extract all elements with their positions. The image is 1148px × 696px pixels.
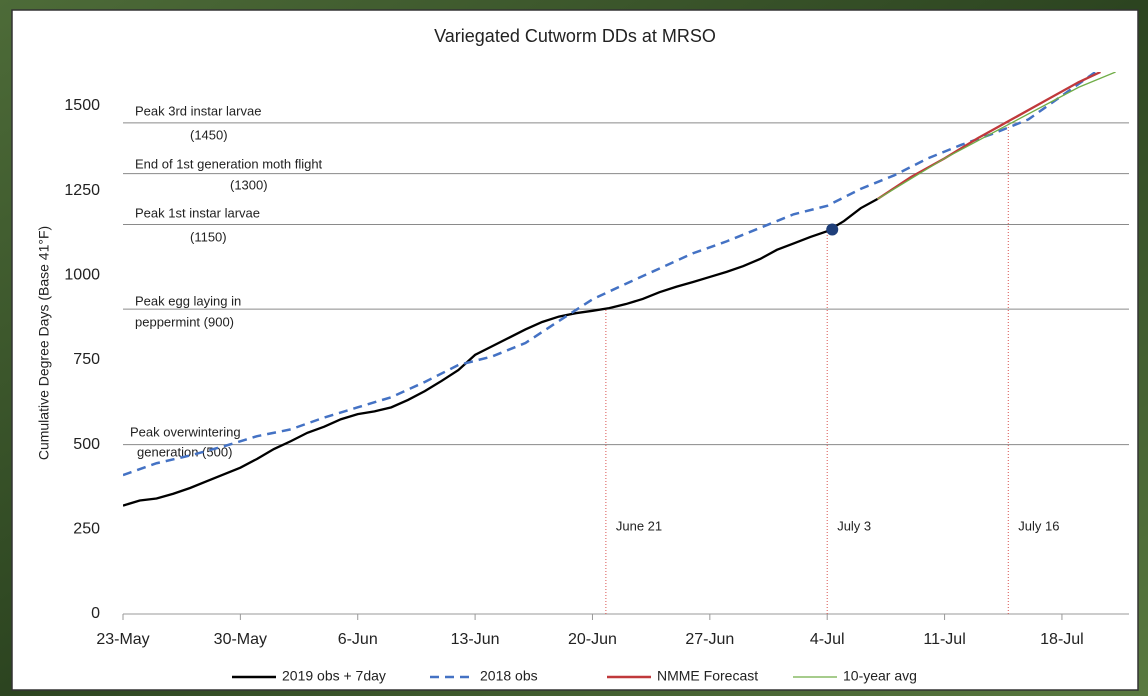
- x-tick-label: 6-Jun: [338, 631, 378, 648]
- y-tick-label: 500: [73, 436, 100, 453]
- chart-panel: [11, 9, 1139, 691]
- x-tick-label: 27-Jun: [685, 631, 734, 648]
- reference-label: End of 1st generation moth flight: [135, 156, 323, 171]
- series-line: [877, 72, 1116, 200]
- x-tick-label: 18-Jul: [1040, 631, 1084, 648]
- legend-label: NMME Forecast: [657, 668, 758, 684]
- reference-label: Peak egg laying in: [135, 293, 241, 308]
- y-tick-label: 1000: [64, 266, 100, 283]
- y-axis-label: Cumulative Degree Days (Base 41°F): [36, 226, 52, 460]
- reference-label: (1450): [190, 127, 228, 142]
- series-line: [876, 72, 1101, 200]
- x-tick-label: 23-May: [96, 631, 149, 648]
- x-tick-label: 20-Jun: [568, 631, 617, 648]
- reference-label: Peak 3rd instar larvae: [135, 103, 261, 118]
- chart-title: Variegated Cutworm DDs at MRSO: [434, 26, 716, 46]
- reference-label: Peak 1st instar larvae: [135, 205, 260, 220]
- y-tick-label: 250: [73, 521, 100, 538]
- legend-label: 10-year avg: [843, 668, 917, 684]
- date-label: July 3: [837, 518, 871, 533]
- y-tick-label: 750: [73, 351, 100, 368]
- reference-label: generation (500): [137, 444, 232, 459]
- current-marker: [826, 223, 839, 236]
- reference-label: peppermint (900): [135, 314, 234, 329]
- y-tick-label: 0: [91, 605, 100, 622]
- reference-label: (1300): [230, 177, 268, 192]
- legend-label: 2018 obs: [480, 668, 538, 684]
- series-line: [123, 198, 879, 507]
- y-tick-label: 1500: [64, 97, 100, 114]
- reference-label: (1150): [190, 229, 227, 244]
- date-label: July 16: [1018, 518, 1059, 533]
- legend-label: 2019 obs + 7day: [282, 668, 386, 684]
- x-tick-label: 30-May: [214, 631, 267, 648]
- x-tick-label: 11-Jul: [923, 631, 965, 648]
- x-tick-label: 13-Jun: [451, 631, 500, 648]
- y-tick-label: 1250: [64, 182, 100, 199]
- series-line: [123, 72, 1097, 477]
- reference-label: Peak overwintering: [130, 424, 241, 439]
- plot-area: [123, 72, 1116, 507]
- x-tick-label: 4-Jul: [810, 631, 845, 648]
- date-label: June 21: [616, 518, 662, 533]
